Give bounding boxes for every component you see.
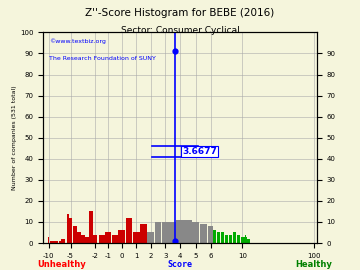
Bar [81, 235, 85, 243]
Bar [48, 237, 49, 243]
Text: Healthy: Healthy [295, 260, 332, 269]
Bar [105, 232, 111, 243]
Bar [85, 237, 89, 243]
Bar [162, 222, 169, 243]
Bar [63, 239, 65, 243]
Text: Z''-Score Histogram for BEBE (2016): Z''-Score Histogram for BEBE (2016) [85, 8, 275, 18]
Bar [50, 241, 52, 243]
Bar [61, 239, 63, 243]
Bar [126, 218, 132, 243]
Text: The Research Foundation of SUNY: The Research Foundation of SUNY [49, 56, 156, 60]
Bar [213, 230, 216, 243]
Bar [200, 224, 207, 243]
Bar [59, 241, 60, 243]
Text: 3.6677: 3.6677 [182, 147, 217, 156]
Bar [217, 232, 220, 243]
Text: ©www.textbiz.org: ©www.textbiz.org [49, 39, 105, 44]
Bar [148, 232, 154, 243]
Bar [249, 239, 250, 243]
Bar [248, 239, 249, 243]
Bar [246, 237, 247, 243]
Y-axis label: Number of companies (531 total): Number of companies (531 total) [12, 85, 17, 190]
Bar [99, 235, 105, 243]
Bar [208, 226, 213, 243]
Bar [118, 230, 125, 243]
Bar [237, 235, 240, 243]
Bar [176, 220, 184, 243]
Text: Unhealthy: Unhealthy [37, 260, 86, 269]
Bar [56, 241, 58, 243]
Text: Score: Score [167, 260, 193, 269]
Bar [73, 226, 77, 243]
Bar [140, 224, 147, 243]
Bar [52, 241, 54, 243]
Bar [54, 241, 56, 243]
Bar [69, 218, 72, 243]
Text: Sector: Consumer Cyclical: Sector: Consumer Cyclical [121, 26, 239, 35]
Bar [225, 235, 228, 243]
Bar [233, 232, 236, 243]
Bar [221, 232, 224, 243]
Bar [155, 222, 161, 243]
Bar [77, 232, 81, 243]
Bar [184, 220, 192, 243]
Bar [245, 239, 246, 243]
Bar [133, 232, 140, 243]
Bar [229, 235, 232, 243]
Bar [193, 222, 199, 243]
Bar [242, 237, 243, 243]
Bar [112, 235, 118, 243]
Bar [243, 237, 244, 243]
Bar [93, 235, 98, 243]
Bar [67, 214, 69, 243]
Bar [169, 222, 176, 243]
Bar [89, 211, 93, 243]
Bar [247, 239, 248, 243]
